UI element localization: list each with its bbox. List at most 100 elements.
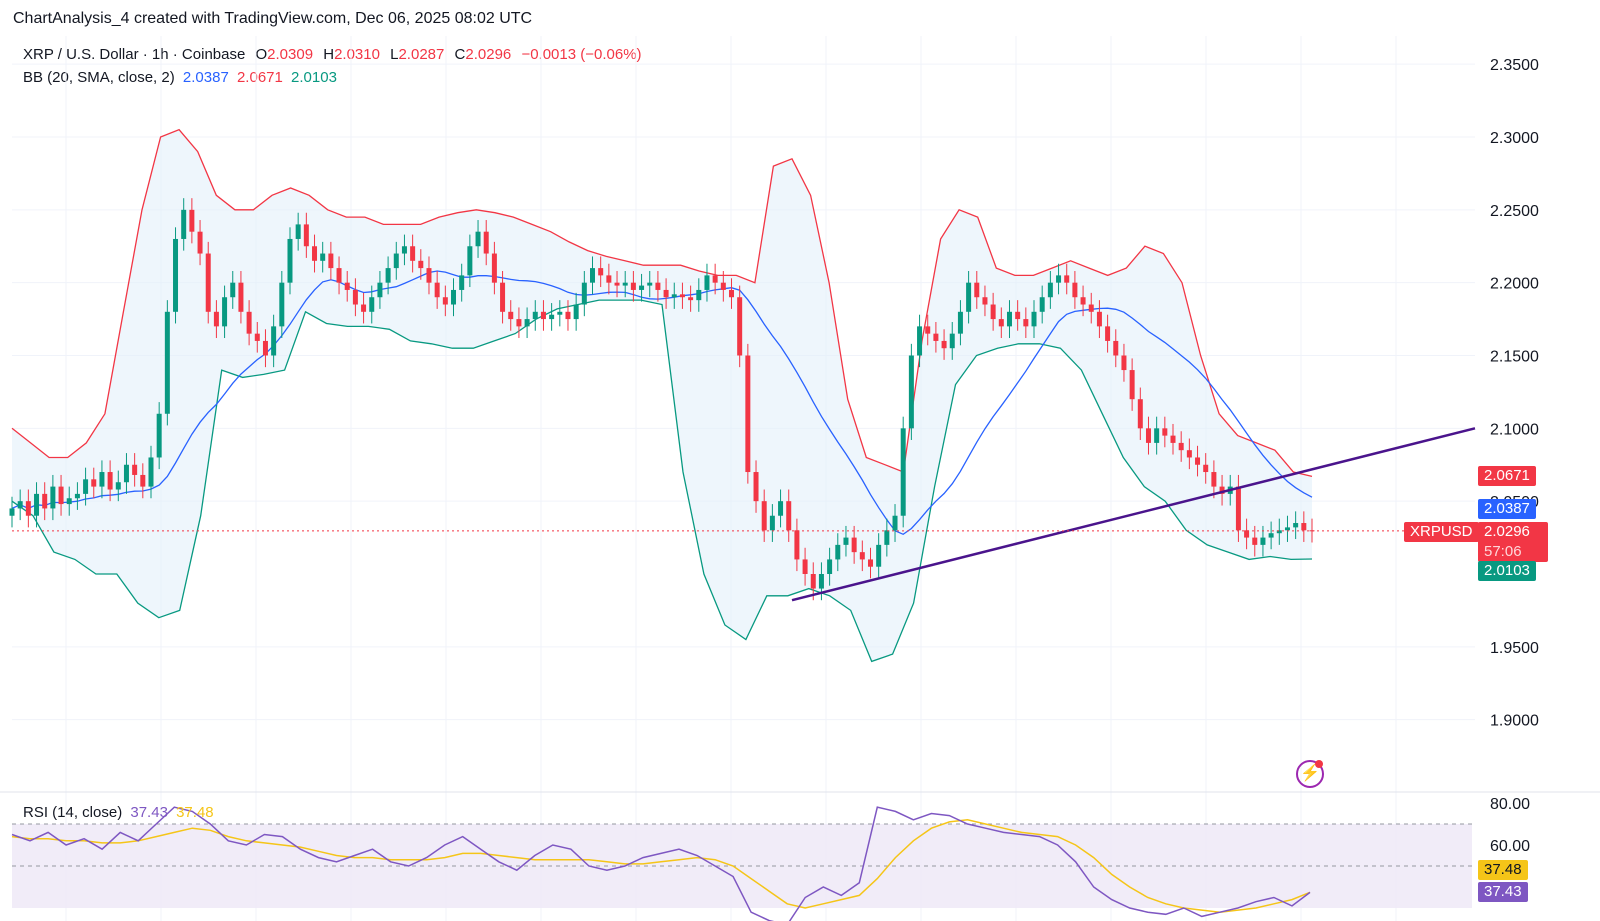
candle-body xyxy=(320,253,326,261)
candle-body xyxy=(483,231,489,254)
candle-body xyxy=(17,501,23,509)
candle-body xyxy=(565,311,571,320)
high-value: 2.0310 xyxy=(334,46,380,63)
bb-upper-line xyxy=(11,128,1313,478)
candle-body xyxy=(1145,428,1151,443)
candle-body xyxy=(590,268,596,283)
low-value: 2.0287 xyxy=(398,46,445,63)
candle-body xyxy=(966,282,972,312)
candle-body xyxy=(385,268,391,283)
candle-body xyxy=(238,282,244,312)
trendline xyxy=(791,427,1476,602)
candle-body xyxy=(900,428,906,516)
candle-body xyxy=(344,282,350,290)
candle-body xyxy=(74,493,80,499)
bb-upper-tag: 2.0671 xyxy=(1478,466,1536,486)
candle-body xyxy=(957,311,963,334)
rsi-ma-tag: 37.48 xyxy=(1478,860,1528,880)
candle-body xyxy=(1088,304,1094,312)
candle-body xyxy=(655,282,661,290)
bb-basis-tag: 2.0387 xyxy=(1478,499,1536,519)
symbol-title[interactable]: XRP / U.S. Dollar · 1h · Coinbase xyxy=(23,46,246,63)
high-label: H xyxy=(323,46,335,63)
candle-body xyxy=(42,493,48,509)
candle-body xyxy=(1056,275,1062,283)
candle-body xyxy=(949,333,955,349)
candle-body xyxy=(164,311,170,414)
candle-body xyxy=(246,311,252,334)
candle-body xyxy=(679,294,685,298)
bb-lower-value: 2.0103 xyxy=(291,69,337,86)
candle-body xyxy=(434,282,440,298)
candle-body xyxy=(925,326,931,334)
lightning-icon[interactable]: ⚡ xyxy=(1296,760,1324,788)
candle-body xyxy=(1039,297,1045,312)
candle-body xyxy=(156,413,162,458)
candle-body xyxy=(696,289,702,301)
candle-body xyxy=(115,482,121,490)
candle-body xyxy=(1170,435,1176,443)
candle-body xyxy=(712,275,718,283)
candle-body xyxy=(25,501,31,516)
candle-body xyxy=(271,326,277,356)
candle-body xyxy=(491,253,497,283)
bb-basis-line xyxy=(11,270,1313,536)
notification-dot xyxy=(1315,760,1323,768)
candle-body xyxy=(254,333,260,341)
candle-body xyxy=(639,285,645,290)
price-tick-label: 2.2000 xyxy=(1490,276,1539,293)
candle-body xyxy=(1211,472,1217,487)
candle-body xyxy=(778,501,784,516)
rsi-tag: 37.43 xyxy=(1478,882,1528,902)
candle-body xyxy=(622,282,628,286)
candle-body xyxy=(1129,370,1135,400)
candle-body xyxy=(598,268,604,276)
rsi-label[interactable]: RSI (14, close) xyxy=(23,804,123,821)
candle-body xyxy=(1203,464,1209,473)
candle-body xyxy=(630,282,636,290)
low-label: L xyxy=(390,46,399,63)
candle-body xyxy=(1252,537,1258,545)
candle-body xyxy=(1293,523,1299,528)
price-tick-label: 2.1500 xyxy=(1490,349,1539,366)
candle-body xyxy=(1154,428,1160,443)
bb-legend[interactable]: BB (20, SMA, close, 2) 2.0387 2.0671 2.0… xyxy=(23,69,337,86)
candle-body xyxy=(557,311,563,315)
candle-body xyxy=(802,559,808,574)
candle-body xyxy=(140,474,146,487)
candle-body xyxy=(1268,533,1274,538)
candle-body xyxy=(737,297,743,356)
price-tick-label: 1.9000 xyxy=(1490,713,1539,730)
candle-body xyxy=(123,464,129,483)
candle-body xyxy=(213,311,219,327)
bb-lower-line xyxy=(11,299,1313,663)
candle-body xyxy=(1178,442,1184,451)
candle-body xyxy=(1031,311,1037,327)
candle-body xyxy=(982,297,988,305)
candle-body xyxy=(426,268,432,283)
price-tick-label: 2.3500 xyxy=(1490,57,1539,74)
candle-body xyxy=(1113,340,1119,356)
candle-body xyxy=(794,530,800,560)
price-tick-label: 2.2500 xyxy=(1490,203,1539,220)
candle-body xyxy=(1137,399,1143,429)
candle-body xyxy=(876,544,882,567)
symbol-legend[interactable]: XRP / U.S. Dollar · 1h · Coinbase O2.030… xyxy=(23,46,642,63)
candle-body xyxy=(262,340,268,356)
candle-body xyxy=(467,246,473,276)
candle-body xyxy=(279,282,285,327)
candle-body xyxy=(663,289,669,298)
rsi-legend[interactable]: RSI (14, close) 37.43 37.48 xyxy=(23,804,214,821)
candle-body xyxy=(1096,311,1102,327)
candle-body xyxy=(205,253,211,312)
candle-body xyxy=(859,552,865,560)
candle-body xyxy=(336,268,342,283)
candle-body xyxy=(500,282,506,312)
open-label: O xyxy=(255,46,268,63)
candle-body xyxy=(524,319,530,327)
bb-label[interactable]: BB (20, SMA, close, 2) xyxy=(23,69,175,86)
candle-body xyxy=(761,501,767,531)
bb-lower-tag: 2.0103 xyxy=(1478,561,1536,581)
candle-body xyxy=(1105,326,1111,341)
